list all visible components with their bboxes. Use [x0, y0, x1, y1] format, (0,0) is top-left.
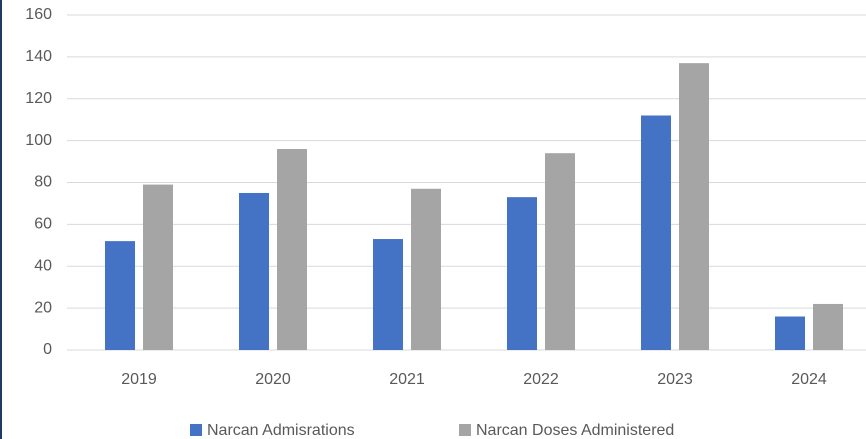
bar — [507, 197, 537, 350]
x-tick-label: 2024 — [791, 371, 827, 388]
bar — [679, 63, 709, 350]
bar — [239, 192, 269, 350]
left-border — [0, 0, 2, 439]
legend-swatch — [459, 424, 471, 436]
y-tick-label: 20 — [34, 299, 52, 316]
bar — [545, 153, 575, 350]
legend-label: Narcan Admisrations — [207, 422, 355, 439]
x-tick-label: 2021 — [389, 371, 425, 388]
bar — [277, 149, 307, 350]
y-tick-label: 60 — [34, 216, 52, 233]
bar — [813, 303, 843, 350]
bar — [143, 184, 173, 350]
x-tick-label: 2023 — [657, 371, 693, 388]
y-tick-label: 100 — [25, 132, 52, 149]
legend-label: Narcan Doses Administered — [476, 422, 674, 439]
x-tick-label: 2022 — [523, 371, 559, 388]
y-tick-label: 140 — [25, 48, 52, 65]
bar — [775, 316, 805, 350]
y-tick-label: 80 — [34, 174, 52, 191]
y-tick-label: 0 — [43, 341, 52, 358]
y-tick-label: 120 — [25, 90, 52, 107]
bar — [105, 241, 135, 350]
bar — [641, 115, 671, 350]
y-tick-label: 160 — [25, 6, 52, 23]
legend-swatch — [190, 424, 202, 436]
x-tick-label: 2020 — [255, 371, 291, 388]
bar — [373, 239, 403, 350]
x-tick-label: 2019 — [121, 371, 157, 388]
bar — [411, 188, 441, 350]
y-tick-label: 40 — [34, 257, 52, 274]
